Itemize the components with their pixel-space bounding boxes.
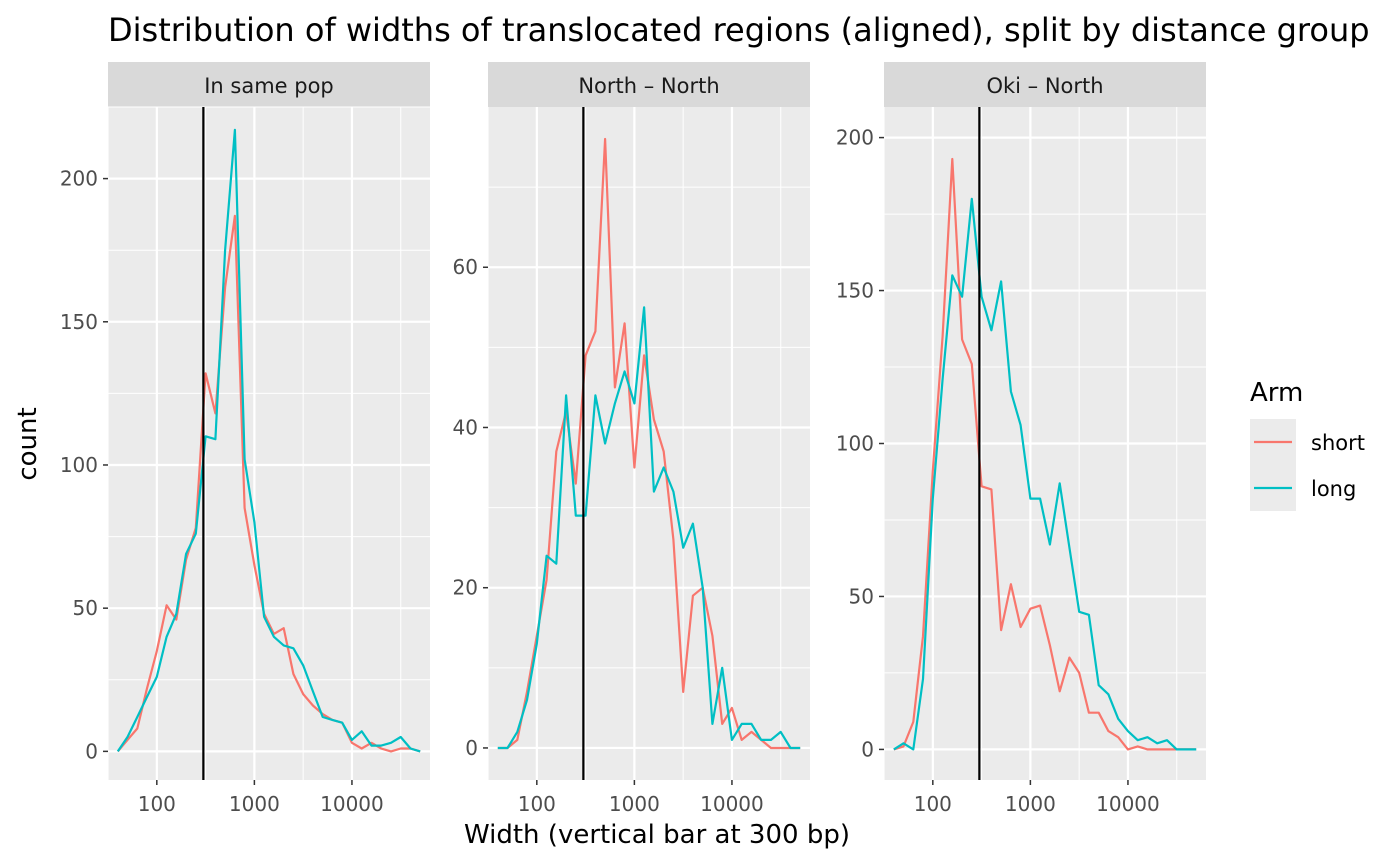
strip-background: [108, 62, 430, 107]
x-tick-label: 1000: [609, 792, 660, 816]
legend-label-long: long: [1311, 477, 1356, 501]
strip-label: Oki – North: [986, 74, 1103, 98]
series-line-long: [893, 197, 1197, 751]
y-tick-label: 150: [836, 279, 874, 303]
strip-label: In same pop: [204, 74, 334, 98]
chart-title: Distribution of widths of translocated r…: [108, 11, 1370, 49]
y-tick-label: 60: [453, 255, 478, 279]
strip-background: [488, 62, 810, 107]
y-tick-label: 20: [453, 576, 478, 600]
y-tick-label: 100: [60, 453, 98, 477]
x-tick-label: 10000: [1096, 792, 1160, 816]
series-line-long: [116, 128, 421, 753]
legend: Arm short long: [1250, 378, 1365, 511]
y-tick-label: 0: [861, 737, 874, 761]
panel-north-north: North – North 0 20 40 60 100 1000 10000: [453, 62, 810, 816]
strip-label: North – North: [578, 74, 719, 98]
x-tick-label: 10000: [320, 792, 384, 816]
panel-oki-north: Oki – North 0 50 100 150 200 100 1000 10000: [836, 62, 1206, 816]
series-line-long: [497, 306, 801, 750]
series-line-short: [893, 157, 1197, 751]
panel-background: [108, 107, 430, 780]
y-tick-label: 150: [60, 310, 98, 334]
legend-label-short: short: [1311, 431, 1365, 455]
y-tick-label: 50: [73, 596, 98, 620]
y-tick-label: 40: [453, 415, 478, 439]
panel-in-same-pop: In same pop 0 50 100 150 200 100 1000 10000: [60, 62, 430, 816]
x-tick-label: 1000: [229, 792, 280, 816]
x-tick-label: 1000: [1005, 792, 1056, 816]
y-tick-label: 200: [836, 126, 874, 150]
y-tick-label: 0: [465, 736, 478, 760]
x-axis-title: Width (vertical bar at 300 bp): [464, 820, 850, 850]
y-tick-label: 100: [836, 432, 874, 456]
x-tick-label: 100: [914, 792, 952, 816]
x-tick-label: 100: [138, 792, 176, 816]
y-tick-label: 0: [85, 739, 98, 763]
y-tick-label: 50: [849, 584, 874, 608]
y-tick-label: 200: [60, 167, 98, 191]
strip-background: [884, 62, 1206, 107]
y-axis-title: count: [13, 407, 43, 480]
x-tick-label: 100: [518, 792, 556, 816]
legend-title: Arm: [1250, 378, 1303, 408]
x-tick-label: 10000: [700, 792, 764, 816]
